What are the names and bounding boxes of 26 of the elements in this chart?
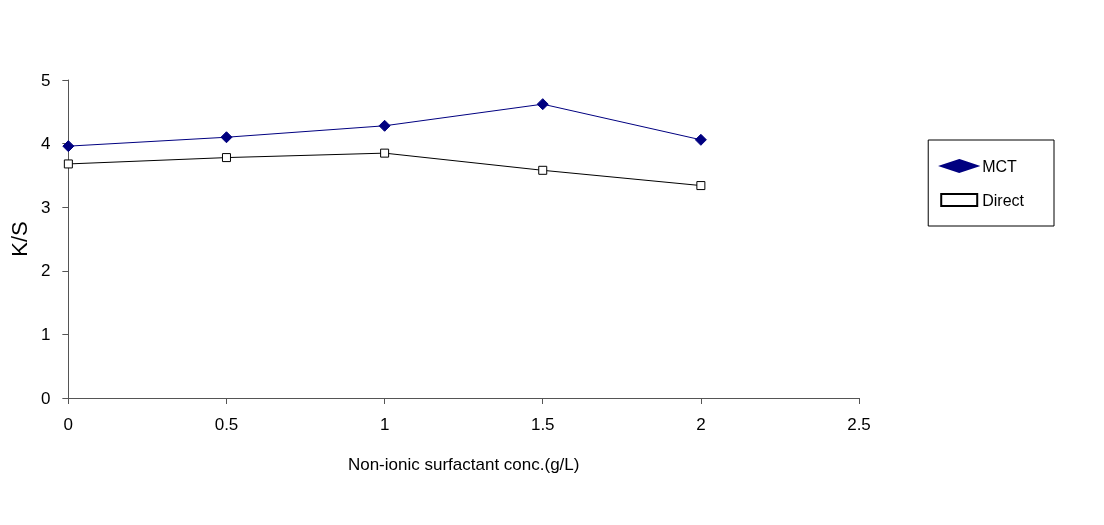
x-tick-label: 1.5: [530, 415, 555, 434]
x-tick-label: 0: [63, 415, 74, 434]
point: [220, 131, 233, 144]
legend-label: MCT: [982, 157, 1018, 175]
point: [694, 133, 707, 146]
point: [221, 153, 231, 163]
y-tick-label: 5: [40, 70, 51, 90]
x-tick-label: 2: [696, 415, 706, 434]
point: [538, 165, 548, 175]
x-tick-label: 1: [379, 415, 390, 434]
point: [378, 119, 391, 132]
x-tick-label: 0.5: [214, 415, 239, 434]
point: [536, 98, 549, 111]
legend-label: Direct: [982, 191, 1025, 209]
y-tick-label: 3: [40, 197, 51, 217]
point: [62, 140, 75, 153]
y-tick-label: 0: [40, 388, 51, 408]
x-axis-title: Non-ionic surfactant conc.(g/L): [347, 455, 580, 474]
y-tick-label: 4: [40, 134, 51, 154]
point: [380, 148, 390, 158]
point: [696, 181, 706, 191]
y-axis-title: K/S: [6, 221, 32, 257]
x-tick-label: 2.5: [847, 415, 871, 434]
point: [63, 159, 73, 169]
y-tick-label: 1: [40, 324, 51, 344]
y-tick-label: 2: [40, 261, 51, 281]
